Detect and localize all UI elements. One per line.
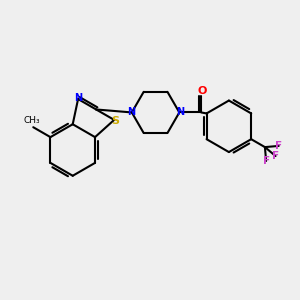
Text: F: F bbox=[272, 151, 279, 161]
Text: S: S bbox=[111, 116, 119, 126]
Text: CH₃: CH₃ bbox=[24, 116, 40, 125]
Text: N: N bbox=[74, 93, 82, 103]
Text: O: O bbox=[197, 85, 207, 96]
Text: F: F bbox=[275, 141, 282, 151]
Text: N: N bbox=[127, 107, 135, 117]
Text: N: N bbox=[176, 107, 184, 117]
Text: F: F bbox=[262, 156, 270, 166]
